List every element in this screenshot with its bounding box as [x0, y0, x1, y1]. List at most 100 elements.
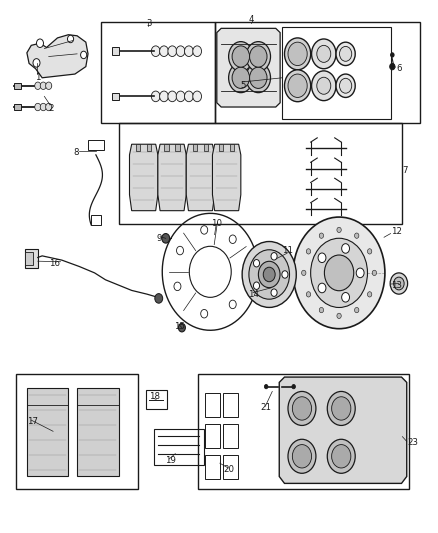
- Circle shape: [254, 260, 260, 267]
- Circle shape: [390, 63, 395, 70]
- Polygon shape: [130, 144, 158, 211]
- Circle shape: [318, 253, 326, 263]
- Circle shape: [354, 308, 359, 313]
- Bar: [25, 249, 38, 268]
- Circle shape: [285, 38, 311, 70]
- Circle shape: [271, 253, 277, 260]
- Bar: [136, 144, 141, 151]
- Circle shape: [246, 42, 271, 71]
- Circle shape: [189, 246, 231, 297]
- Text: 5: 5: [240, 81, 246, 90]
- Circle shape: [271, 289, 277, 296]
- Circle shape: [306, 292, 311, 297]
- Circle shape: [250, 67, 267, 88]
- Circle shape: [250, 46, 267, 67]
- Circle shape: [151, 46, 160, 56]
- Text: 4: 4: [249, 15, 254, 24]
- Circle shape: [288, 391, 316, 425]
- Circle shape: [319, 233, 324, 238]
- Circle shape: [342, 293, 350, 302]
- Circle shape: [292, 445, 311, 468]
- Circle shape: [332, 445, 351, 468]
- Circle shape: [40, 103, 46, 111]
- Bar: [14, 83, 21, 89]
- Text: 19: 19: [165, 456, 176, 465]
- Circle shape: [193, 91, 201, 102]
- Circle shape: [319, 308, 324, 313]
- Circle shape: [306, 249, 311, 254]
- Circle shape: [46, 103, 52, 111]
- Circle shape: [193, 46, 201, 56]
- Bar: [193, 144, 197, 151]
- Circle shape: [394, 277, 404, 290]
- Bar: [91, 215, 101, 225]
- Circle shape: [36, 39, 43, 47]
- Bar: [175, 144, 180, 151]
- Circle shape: [325, 255, 354, 290]
- Bar: [14, 104, 21, 110]
- Circle shape: [367, 249, 372, 254]
- Circle shape: [288, 42, 307, 66]
- Bar: [146, 390, 166, 409]
- Polygon shape: [158, 144, 186, 211]
- Circle shape: [372, 270, 377, 276]
- Circle shape: [178, 324, 185, 332]
- Text: 11: 11: [283, 246, 293, 255]
- Bar: [205, 455, 220, 479]
- Bar: [283, 27, 392, 119]
- Bar: [153, 429, 204, 465]
- Bar: [205, 393, 220, 417]
- Text: 2: 2: [48, 104, 53, 113]
- Circle shape: [229, 300, 236, 309]
- Polygon shape: [27, 387, 68, 477]
- Circle shape: [246, 63, 271, 93]
- Bar: [101, 22, 215, 123]
- Text: 6: 6: [396, 64, 402, 73]
- Circle shape: [327, 439, 355, 473]
- Circle shape: [367, 292, 372, 297]
- Circle shape: [390, 273, 408, 294]
- Circle shape: [293, 217, 385, 329]
- Circle shape: [162, 233, 170, 243]
- Bar: [223, 393, 238, 417]
- Text: 20: 20: [223, 465, 234, 474]
- Text: 21: 21: [261, 403, 272, 413]
- Bar: [120, 123, 403, 224]
- Circle shape: [159, 91, 168, 102]
- Circle shape: [339, 78, 352, 93]
- Circle shape: [40, 82, 46, 90]
- Bar: [16, 374, 138, 489]
- Bar: [147, 144, 151, 151]
- Bar: [219, 144, 223, 151]
- Text: 15: 15: [174, 321, 185, 330]
- Text: 7: 7: [403, 166, 408, 175]
- Circle shape: [311, 71, 336, 101]
- Circle shape: [292, 397, 311, 420]
- Circle shape: [332, 397, 351, 420]
- Text: 14: 14: [248, 289, 259, 298]
- Text: 9: 9: [156, 235, 162, 244]
- Circle shape: [311, 238, 367, 308]
- Circle shape: [337, 313, 341, 319]
- Circle shape: [232, 46, 250, 67]
- Circle shape: [254, 282, 260, 289]
- Polygon shape: [186, 144, 215, 211]
- Circle shape: [311, 39, 336, 69]
- Circle shape: [176, 46, 185, 56]
- Bar: [25, 252, 33, 265]
- Bar: [88, 140, 104, 150]
- Circle shape: [33, 59, 40, 67]
- Circle shape: [342, 244, 350, 253]
- Circle shape: [302, 270, 306, 276]
- Bar: [113, 47, 119, 55]
- Circle shape: [184, 46, 193, 56]
- Circle shape: [258, 261, 280, 288]
- Bar: [198, 374, 409, 489]
- Circle shape: [263, 267, 275, 282]
- Circle shape: [336, 74, 355, 98]
- Circle shape: [339, 46, 352, 61]
- Circle shape: [232, 67, 250, 88]
- Circle shape: [292, 384, 295, 389]
- Text: 18: 18: [149, 392, 160, 401]
- Text: 13: 13: [392, 281, 403, 290]
